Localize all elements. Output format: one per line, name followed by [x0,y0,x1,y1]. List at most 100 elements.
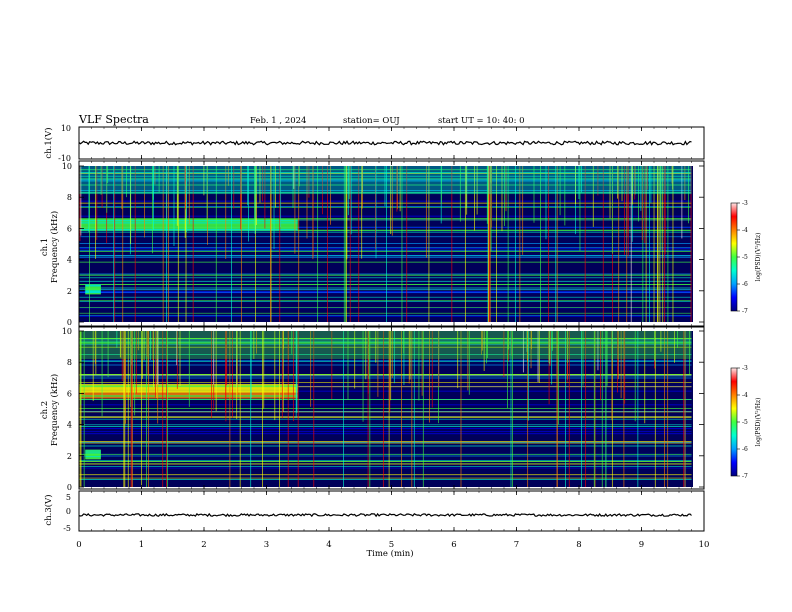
xtick-label: 3 [264,540,269,550]
ytick-label: 10 [62,162,72,171]
ytick-label: -5 [63,524,71,533]
colorbar-tick-label: -7 [742,308,748,315]
ch3-waveform-trace [78,512,692,518]
upper-band-haze [79,166,692,195]
ytick-label: 5 [66,493,71,502]
emission-band [85,450,101,452]
emission-band [85,286,101,288]
colorbar-tick-label: -3 [742,365,748,372]
ytick-label: 0 [66,507,71,516]
figure-title: VLF Spectra [78,113,149,126]
emission-band [79,388,298,391]
ch1-colorbar: log(PSD)(V²/Hz) -3 -4 -5 -6 -7 [730,200,762,315]
xtick-label: 7 [514,540,519,550]
ch2-spectrogram-panel: ch.2 Frequency (kHz) 0 2 4 6 8 10 [40,326,705,492]
xtick-label: 10 [699,540,710,550]
ytick-label: 4 [67,256,72,265]
ytick-label: 10 [61,124,71,133]
colorbar-tick-label: -6 [742,446,748,453]
emission-band [85,287,101,289]
emission-band [85,457,101,460]
xtick-label: 8 [576,540,581,550]
ch1-waveform-panel: ch.1(V) 10 -10 [43,124,705,163]
ytick-label: 2 [67,452,72,461]
ch3-waveform-ylabel: ch.3(V) [43,494,54,525]
colorbar-label: log(PSD)(V²/Hz) [755,233,762,282]
waveform-line [78,140,692,146]
emission-band [85,452,101,454]
ch2-colorbar: log(PSD)(V²/Hz) -3 -4 -5 -6 -7 [730,365,762,480]
xtick-label: 1 [139,540,144,550]
emission-band [79,223,298,225]
colorbar-tick-label: -5 [742,254,748,261]
xtick-label: 6 [451,540,456,550]
emission-band [79,396,298,399]
ch2-spec-ylabel-freq: Frequency (kHz) [49,374,60,446]
xtick-label: 0 [76,540,81,550]
time-axis: 0 1 2 3 4 5 6 7 8 9 10 [76,127,709,550]
ytick-label: 0 [67,318,72,327]
emission-band [79,225,298,228]
ch2-spec-ylabel-channel: ch.2 [40,401,50,419]
ytick-label: 4 [67,421,72,430]
emission-band [79,226,298,229]
ch1-spec-ylabel-freq: Frequency (kHz) [49,211,60,283]
emission-band [79,395,298,398]
emission-band [85,284,101,286]
emission-band [79,393,298,396]
date-label: Feb. 1 , 2024 [250,116,306,126]
emission-band [85,290,101,292]
emission-band [79,386,298,389]
xtick-label: 5 [389,540,394,550]
emission-band [79,392,298,395]
emission-band [79,222,298,224]
x-axis-label: Time (min) [366,548,413,559]
upper-band-haze [79,331,692,360]
ch1-spectrogram-panel: ch.1 Frequency (kHz) 0 2 4 6 8 10 [40,160,705,327]
emission-band [85,291,101,293]
ytick-label: 2 [67,287,72,296]
emission-band [85,453,101,455]
emission-band [79,227,298,230]
emission-band [79,220,298,222]
ch1-spectrogram-image [79,166,692,322]
xtick-label: 4 [326,540,331,550]
ytick-label: 10 [62,327,72,336]
ch2-spectrogram-image [78,331,692,487]
emission-band [85,289,101,291]
emission-band [79,391,298,393]
ytick-label: 6 [67,224,72,233]
emission-band [85,457,101,459]
emission-band [79,224,298,227]
emission-band [85,292,101,295]
emission-band [85,449,101,451]
colorbar-tick-label: -7 [742,473,748,480]
station-label: station= OUJ [343,116,400,126]
emission-band [85,288,101,290]
waveform-line [78,512,692,518]
ytick-label: 6 [67,389,72,398]
colorbar-tick-label: -5 [742,419,748,426]
ytick-label: -10 [58,154,71,163]
start-time-label: start UT = 10: 40: 0 [438,116,525,126]
xtick-label: 2 [201,540,206,550]
emission-band [85,451,101,453]
emission-band [85,455,101,457]
emission-band [85,292,101,294]
ch3-waveform-panel: ch.3(V) 5 0 -5 [43,490,705,533]
ytick-label: 8 [67,358,72,367]
emission-band [85,456,101,458]
emission-band [79,384,298,386]
ytick-label: 0 [67,483,72,492]
emission-band [79,385,298,388]
emission-band [79,228,298,231]
colorbar-tick-label: -6 [742,281,748,288]
emission-band [79,221,298,223]
ch1-waveform-ylabel: ch.1(V) [43,127,54,158]
emission-band [79,389,298,392]
ch1-spec-ylabel-channel: ch.1 [40,238,50,256]
ytick-label: 8 [67,193,72,202]
colorbar-tick-label: -4 [742,227,748,234]
colorbar-tick-label: -4 [742,392,748,399]
